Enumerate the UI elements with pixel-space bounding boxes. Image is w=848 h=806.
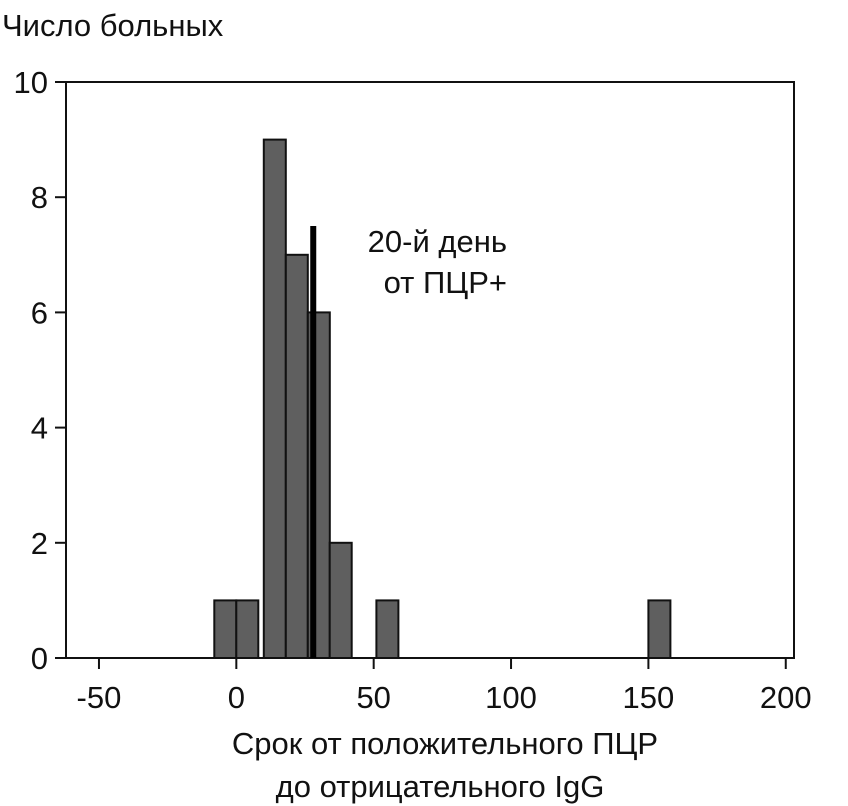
plot-frame [65,81,795,659]
axis-ticks: -50 0 50 100 150 200 0 2 4 6 8 10 [14,65,812,715]
x-tick-label-150: 150 [623,680,675,715]
x-tick-label-50: 50 [356,680,390,715]
y-tick-label-8: 8 [31,180,48,215]
y-tick-label-4: 4 [31,411,48,446]
bar-3 [284,253,309,660]
x-axis-label-line-1: Срок от положительного ПЦР [232,726,658,761]
y-tick-label-10: 10 [14,65,48,100]
bar-5 [328,541,353,659]
y-axis-label: Число больных [2,8,224,43]
y-tick-label-0: 0 [31,641,48,676]
bar-1 [235,599,260,660]
y-tick-label-2: 2 [31,526,48,561]
bar-2 [262,138,287,660]
x-tick-label--50: -50 [77,680,122,715]
y-tick-label-6: 6 [31,295,48,330]
x-tick-label-100: 100 [485,680,537,715]
marker-label-line-1: 20-й день [368,224,507,259]
day-20-marker: 20-й день от ПЦР+ [310,224,507,658]
x-axis-label-line-2: до отрицательного IgG [276,769,605,804]
bar-6 [375,599,400,660]
bar-7 [647,599,672,660]
marker-label-line-2: от ПЦР+ [384,265,507,300]
x-tick-label-200: 200 [760,680,812,715]
bars-group [213,138,672,660]
bar-0 [213,599,238,660]
x-tick-label-0: 0 [228,680,245,715]
